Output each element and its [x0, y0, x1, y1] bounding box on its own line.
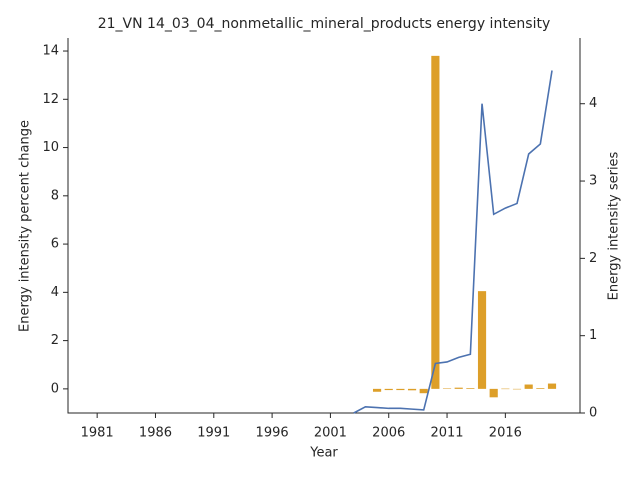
y2-tick-label: 3 [589, 174, 597, 189]
bar [419, 388, 428, 394]
y2-axis-label: Energy intensity series [607, 151, 622, 300]
y-tick-label: 10 [42, 140, 59, 155]
y2-tick-label: 1 [589, 328, 597, 343]
bar [372, 388, 382, 392]
y2-tick-label: 2 [589, 251, 597, 266]
bar [466, 388, 475, 389]
y-tick-label: 2 [51, 333, 59, 348]
y-tick-label: 0 [51, 381, 59, 396]
bar [384, 388, 393, 391]
y-tick-label: 6 [51, 237, 59, 252]
chart-title: 21_VN 14_03_04_nonmetallic_mineral_produ… [98, 16, 551, 32]
bar [489, 388, 498, 398]
y-tick-label: 14 [42, 44, 59, 59]
bar [512, 388, 522, 390]
bar [547, 383, 557, 389]
x-tick-label: 1981 [81, 426, 114, 441]
bar [536, 388, 545, 389]
x-axis-label: Year [309, 446, 338, 461]
bar [524, 384, 533, 389]
y-tick-label: 12 [42, 92, 59, 107]
x-tick-label: 2006 [372, 426, 405, 441]
x-tick-label: 1986 [139, 426, 172, 441]
x-tick-label: 2011 [430, 426, 463, 441]
y2-tick-label: 4 [589, 96, 597, 111]
x-tick-label: 1991 [197, 426, 230, 441]
bar [442, 388, 452, 389]
bar [431, 55, 440, 389]
bar [396, 388, 405, 391]
y2-tick-label: 0 [589, 406, 597, 421]
bar [407, 388, 417, 391]
x-tick-label: 2001 [314, 426, 347, 441]
axes-frame [67, 38, 581, 414]
line [353, 70, 553, 414]
y-tick-label: 4 [51, 285, 59, 300]
x-tick-label: 2016 [489, 426, 522, 441]
bar [477, 291, 487, 389]
bar [454, 387, 463, 389]
y-axis-label: Energy intensity percent change [18, 120, 33, 332]
y-tick-label: 8 [51, 188, 59, 203]
bar [501, 388, 510, 390]
x-tick-label: 1996 [256, 426, 289, 441]
